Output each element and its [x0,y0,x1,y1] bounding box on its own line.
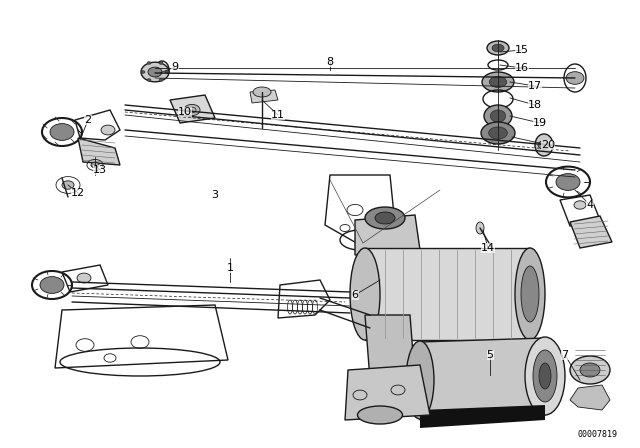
Ellipse shape [487,41,509,55]
Ellipse shape [350,248,380,340]
Text: 20: 20 [541,140,555,150]
Ellipse shape [535,134,553,156]
Circle shape [159,62,163,65]
Ellipse shape [521,266,539,322]
Ellipse shape [253,87,271,97]
Text: 15: 15 [515,45,529,55]
Circle shape [184,104,200,116]
Text: 10: 10 [178,107,192,117]
Polygon shape [78,138,120,165]
Circle shape [147,78,151,82]
Circle shape [566,72,584,84]
Polygon shape [570,385,610,410]
Ellipse shape [539,363,551,389]
Ellipse shape [533,350,557,402]
Ellipse shape [490,110,506,122]
Polygon shape [355,215,420,255]
Ellipse shape [525,337,565,415]
Circle shape [165,71,169,73]
Text: 16: 16 [515,63,529,73]
Text: 6: 6 [351,290,358,300]
Text: 1: 1 [227,263,234,273]
Ellipse shape [358,406,403,424]
Circle shape [538,141,550,149]
Text: 12: 12 [71,188,85,198]
Text: 17: 17 [528,81,542,91]
Text: 19: 19 [533,118,547,128]
Circle shape [556,174,580,190]
Circle shape [147,62,151,65]
Polygon shape [345,365,430,420]
Ellipse shape [489,127,508,139]
Text: 00007819: 00007819 [578,430,618,439]
Text: 9: 9 [172,62,179,72]
Circle shape [574,201,586,209]
Circle shape [141,71,145,73]
Polygon shape [570,216,612,248]
Circle shape [580,363,600,377]
Ellipse shape [484,105,512,127]
Polygon shape [170,95,215,123]
Polygon shape [420,405,545,428]
Text: 2: 2 [84,115,92,125]
Text: 8: 8 [326,57,333,67]
Text: 18: 18 [528,100,542,110]
Circle shape [50,124,74,140]
Text: 11: 11 [271,110,285,120]
Text: 3: 3 [211,190,218,200]
Circle shape [141,62,169,82]
Ellipse shape [489,77,507,87]
Polygon shape [365,315,415,380]
Polygon shape [250,90,278,103]
Circle shape [148,67,162,77]
Polygon shape [355,372,440,413]
Polygon shape [365,248,530,340]
Ellipse shape [365,207,405,229]
Text: 13: 13 [93,165,107,175]
Circle shape [570,356,610,384]
Text: 5: 5 [486,350,493,360]
Circle shape [40,276,64,293]
Ellipse shape [406,341,434,419]
Ellipse shape [375,212,395,224]
Ellipse shape [476,222,484,234]
Ellipse shape [482,72,514,92]
Circle shape [62,181,74,189]
Text: 4: 4 [586,200,593,210]
Text: 7: 7 [561,350,568,360]
Circle shape [159,78,163,82]
Text: 14: 14 [481,243,495,253]
Ellipse shape [492,44,504,52]
Polygon shape [420,338,545,420]
Ellipse shape [515,248,545,340]
Circle shape [91,162,99,168]
Circle shape [101,125,115,135]
Circle shape [77,273,91,283]
Ellipse shape [481,122,515,144]
